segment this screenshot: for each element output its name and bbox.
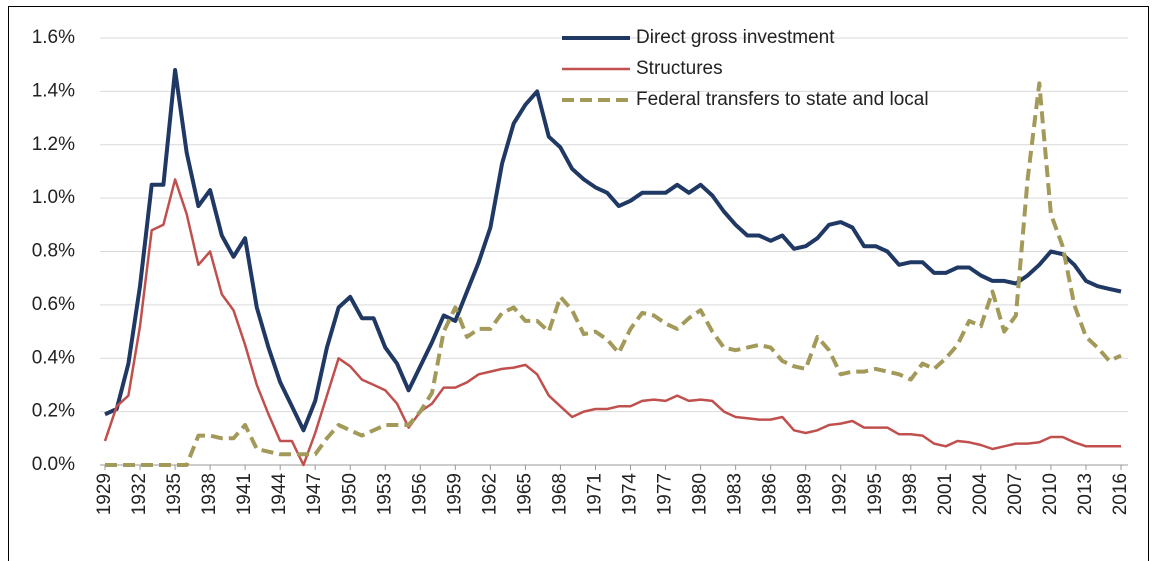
legend-label: Structures [636, 58, 723, 79]
x-tick-label: 1998 [900, 473, 921, 515]
x-tick-label: 1980 [690, 473, 711, 515]
x-tick-label: 2010 [1040, 473, 1061, 515]
x-tick-label: 1932 [129, 473, 150, 515]
series-line [103, 178, 1121, 467]
y-tick-label: 0.8% [32, 241, 75, 262]
y-tick-label: 0.4% [32, 347, 75, 368]
x-tick-label: 1941 [234, 473, 255, 515]
y-tick-label: 1.6% [32, 27, 75, 48]
x-tick-label: 2016 [1110, 473, 1131, 515]
x-tick-label: 1935 [164, 473, 185, 515]
y-tick-label: 1.4% [32, 80, 75, 101]
y-tick-label: 0.0% [32, 454, 75, 475]
x-tick-label: 1968 [549, 473, 570, 515]
x-tick-label: 1992 [830, 473, 851, 515]
x-tick-label: 1956 [409, 473, 430, 515]
x-tick-label: 1959 [444, 473, 465, 515]
x-tick-label: 1989 [795, 473, 816, 515]
x-tick-label: 1971 [584, 473, 605, 515]
x-tick-label: 2007 [1005, 473, 1026, 515]
x-tick-label: 1962 [479, 473, 500, 515]
x-tick-label: 1938 [199, 473, 220, 515]
x-tick-label: 1965 [514, 473, 535, 515]
x-tick-label: 1983 [725, 473, 746, 515]
x-tick-label: 1977 [655, 473, 676, 515]
x-tick-label: 1944 [269, 473, 290, 516]
x-tick-label: 2004 [970, 473, 991, 516]
y-tick-label: 0.6% [32, 294, 75, 315]
y-tick-label: 1.0% [32, 187, 75, 208]
series-line [105, 81, 1122, 467]
series-line [104, 68, 1122, 433]
x-tick-label: 1950 [339, 473, 360, 515]
x-tick-label: 1953 [374, 473, 395, 515]
frame [8, 6, 1149, 561]
legend-label: Direct gross investment [636, 27, 835, 48]
x-tick-label: 2013 [1075, 473, 1096, 515]
x-tick-label: 1947 [304, 473, 325, 515]
x-tick-label: 1986 [760, 473, 781, 515]
x-tick-label: 2001 [935, 473, 956, 515]
y-tick-label: 0.2% [32, 401, 75, 422]
y-tick-label: 1.2% [32, 134, 75, 155]
x-tick-label: 1929 [94, 473, 115, 515]
x-tick-label: 1995 [865, 473, 886, 515]
legend-label: Federal transfers to state and local [636, 89, 929, 110]
x-tick-label: 1974 [620, 473, 641, 516]
